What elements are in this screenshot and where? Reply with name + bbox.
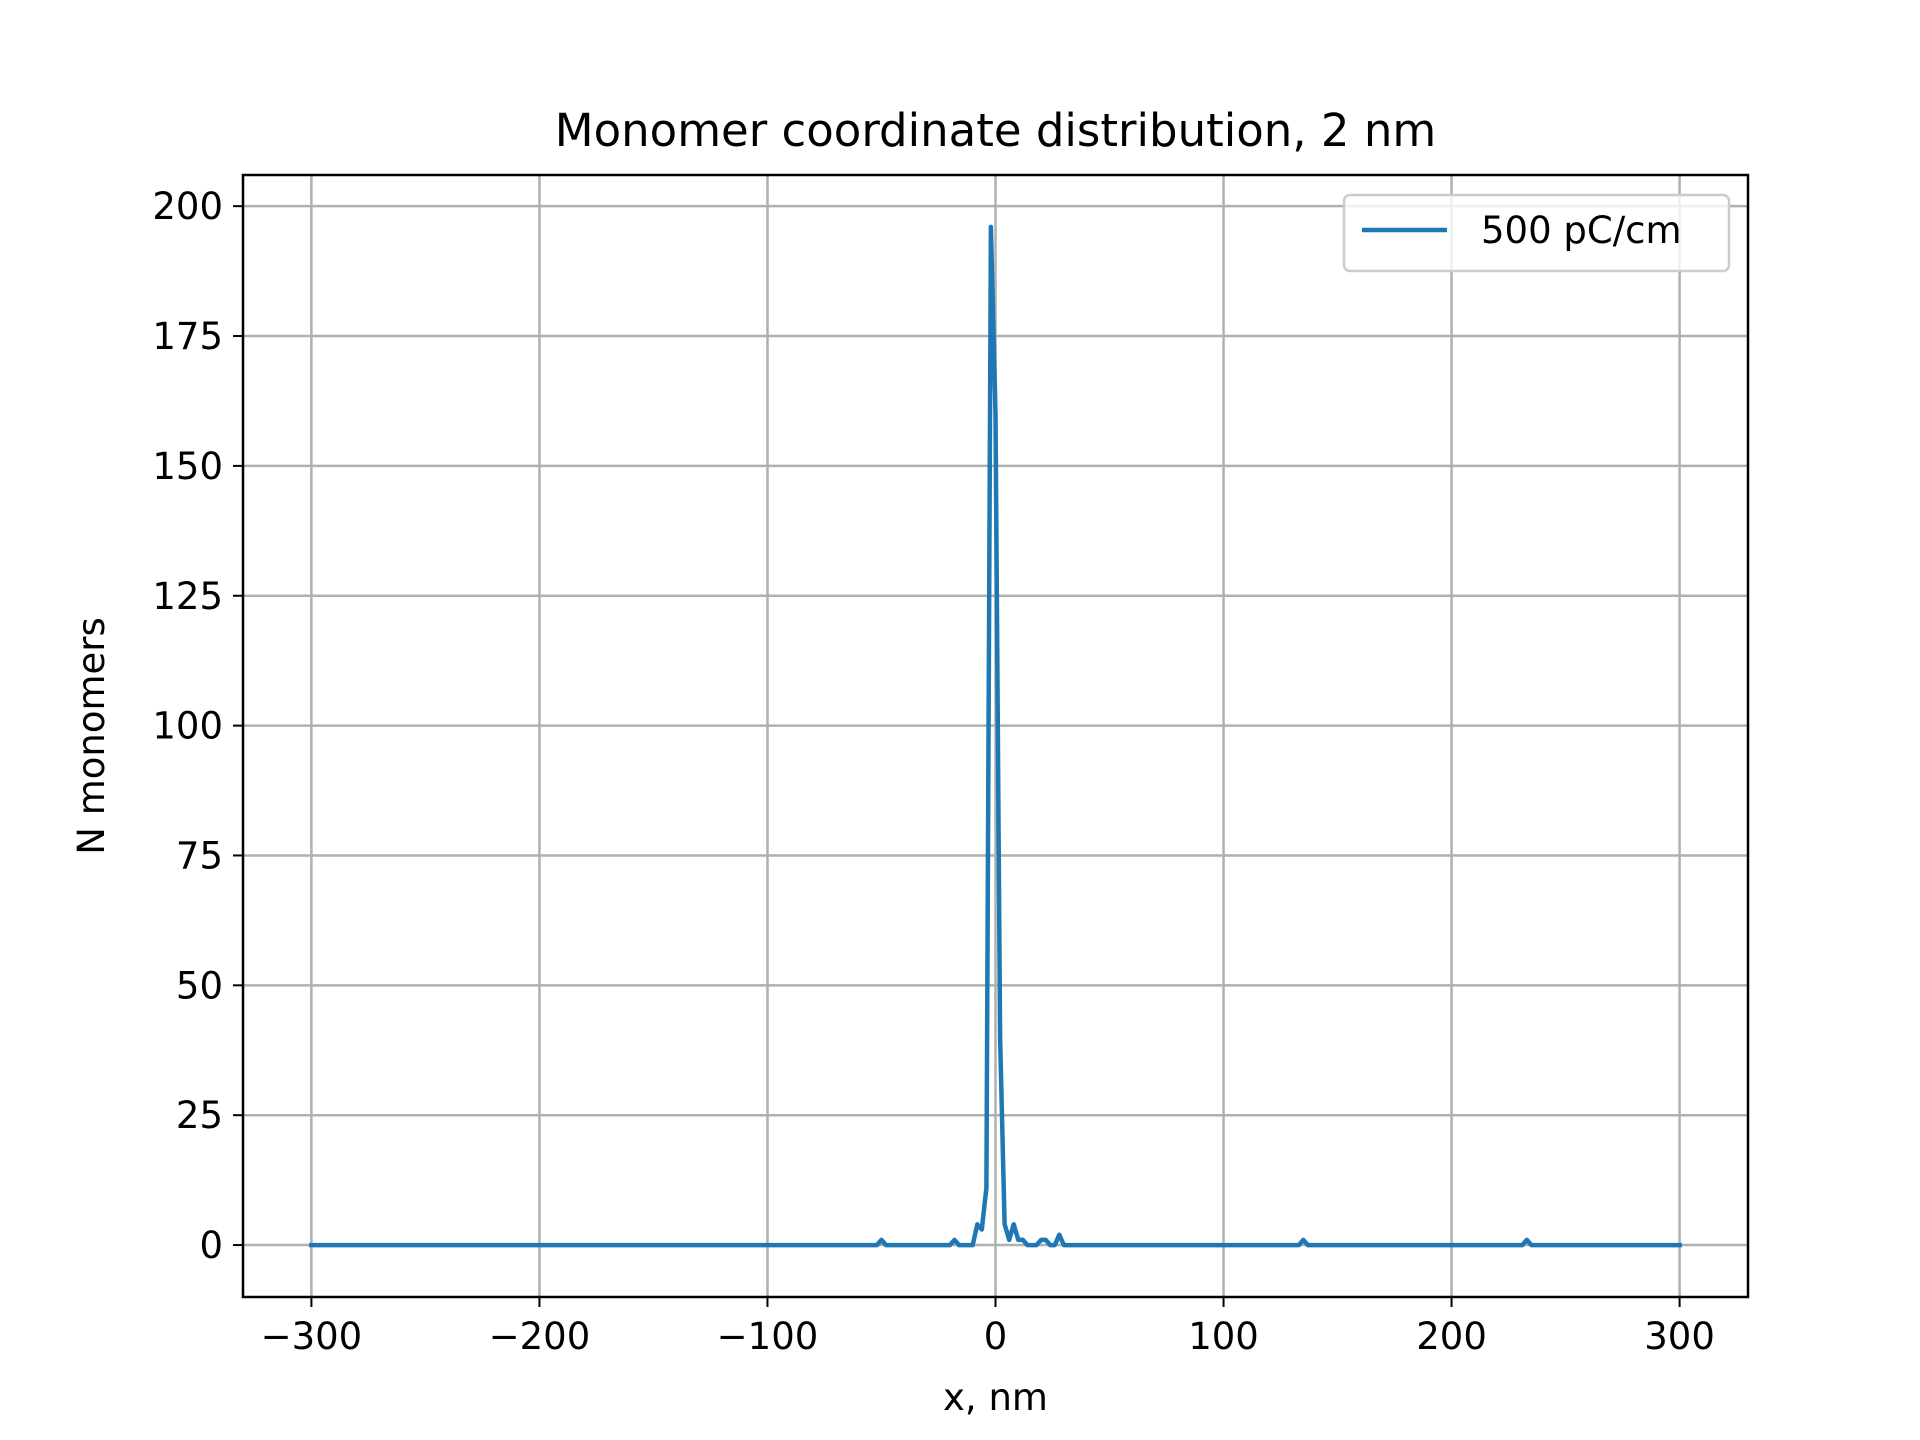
y-tick-label: 200 bbox=[152, 185, 223, 228]
x-tick-label: 0 bbox=[984, 1315, 1008, 1358]
x-tick-label: −300 bbox=[261, 1315, 363, 1358]
x-axis-label: x, nm bbox=[943, 1376, 1048, 1419]
chart-title: Monomer coordinate distribution, 2 nm bbox=[555, 104, 1436, 157]
x-tick-label: −200 bbox=[489, 1315, 591, 1358]
x-tick-label: 300 bbox=[1644, 1315, 1715, 1358]
y-tick-label: 25 bbox=[176, 1094, 223, 1137]
x-tick-label: 200 bbox=[1416, 1315, 1487, 1358]
legend-label-500-pc-cm: 500 pC/cm bbox=[1481, 209, 1682, 252]
ticks: −300 −200 −100 0 100 200 300 0 25 50 75 100 125 150 17… bbox=[152, 185, 1715, 1358]
y-tick-label: 75 bbox=[176, 834, 223, 877]
y-tick-label: 125 bbox=[152, 575, 223, 618]
series-layer bbox=[309, 224, 1682, 1248]
y-axis-label: N monomers bbox=[70, 617, 113, 855]
x-tick-label: −100 bbox=[717, 1315, 819, 1358]
legend-box bbox=[1342, 193, 1731, 273]
x-tick-label: 100 bbox=[1188, 1315, 1259, 1358]
legend: 500 pC/cm bbox=[1342, 193, 1731, 273]
series-line-500-pc-cm bbox=[309, 224, 1682, 1248]
y-tick-label: 50 bbox=[176, 964, 223, 1007]
y-tick-label: 175 bbox=[152, 315, 223, 358]
y-tick-label: 150 bbox=[152, 445, 223, 488]
y-tick-label: 100 bbox=[152, 705, 223, 748]
y-tick-label: 0 bbox=[199, 1224, 223, 1267]
